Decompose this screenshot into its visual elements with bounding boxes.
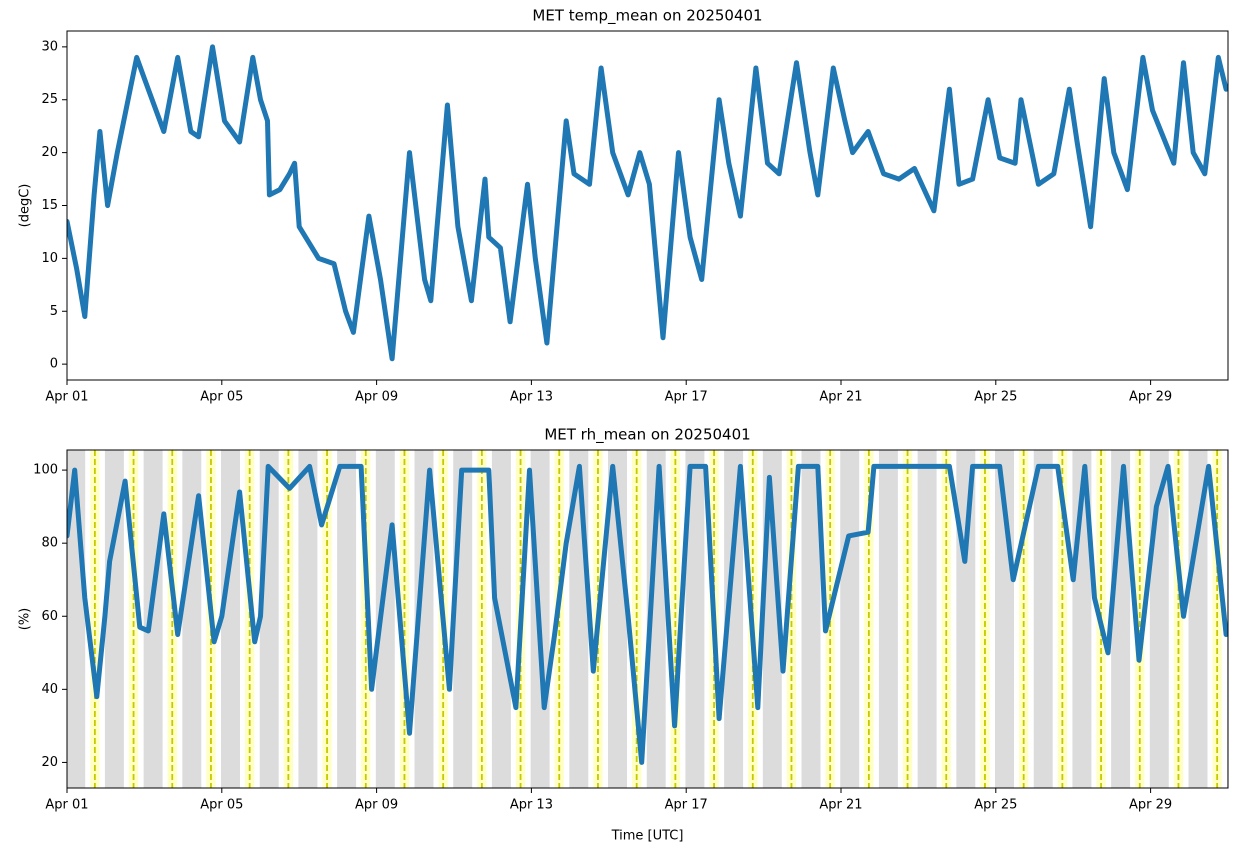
day-band: [670, 450, 681, 788]
plot-area: [67, 44, 1228, 362]
night-band: [337, 450, 357, 788]
night-band: [182, 450, 202, 788]
axes-frame: [66, 30, 1229, 381]
day-band: [864, 450, 874, 788]
y-axis-label: (%): [18, 608, 33, 631]
data-line: [67, 463, 1228, 765]
y-tick-label: 100: [33, 463, 58, 478]
axes-frame: [66, 449, 1229, 789]
x-tick-label: Apr 13: [510, 390, 553, 405]
y-tick-label: 0: [50, 357, 58, 372]
y-tick-label: 40: [41, 682, 58, 697]
x-tick-label: Apr 01: [45, 798, 88, 813]
y-tick-label: 10: [41, 251, 58, 266]
day-band: [399, 450, 410, 788]
day-band: [1212, 450, 1222, 788]
plot-area: [67, 450, 1228, 788]
night-band: [840, 450, 860, 788]
y-tick-label: 20: [41, 755, 58, 770]
x-tick-label: Apr 05: [200, 390, 243, 405]
day-band: [1057, 450, 1068, 788]
y-tick-label: 80: [41, 536, 58, 551]
night-band: [1227, 450, 1228, 788]
night-band: [724, 450, 744, 788]
night-band: [298, 450, 318, 788]
y-axis-label: (degC): [18, 184, 33, 228]
night-band: [917, 450, 937, 788]
night-band: [1188, 450, 1208, 788]
night-band: [801, 450, 821, 788]
night-band: [259, 450, 279, 788]
x-tick-label: Apr 01: [45, 390, 88, 405]
y-tick-label: 30: [41, 39, 58, 54]
day-band: [632, 450, 642, 788]
data-line: [67, 44, 1228, 362]
chart-title: MET temp_mean on 20250401: [532, 7, 762, 26]
night-band: [104, 450, 124, 788]
day-band: [980, 450, 990, 788]
x-tick-label: Apr 05: [200, 798, 243, 813]
x-tick-label: Apr 29: [1129, 390, 1172, 405]
y-tick-label: 25: [41, 92, 58, 107]
day-band: [786, 450, 797, 788]
day-band: [1019, 450, 1029, 788]
day-band: [902, 450, 913, 788]
day-band: [941, 450, 951, 788]
day-band: [361, 450, 371, 788]
x-tick-label: Apr 21: [819, 390, 862, 405]
day-band: [1173, 450, 1184, 788]
day-band: [90, 450, 100, 788]
x-tick-label: Apr 09: [355, 390, 398, 405]
day-band: [554, 450, 564, 788]
night-band: [878, 450, 898, 788]
x-tick-label: Apr 17: [665, 390, 708, 405]
day-band: [477, 450, 487, 788]
day-band: [283, 450, 294, 788]
subplot: Apr 01 Apr 05 Apr 09 Apr 13 Apr 17 Apr 21 Apr …: [18, 426, 1229, 844]
day-band: [128, 450, 139, 788]
x-tick-label: Apr 29: [1129, 798, 1172, 813]
y-tick-label: 5: [50, 304, 58, 319]
x-tick-label: Apr 09: [355, 798, 398, 813]
x-tick-label: Apr 25: [974, 798, 1017, 813]
night-band: [491, 450, 511, 788]
subplot: Apr 01 Apr 05 Apr 09 Apr 13 Apr 17 Apr 21 Apr …: [18, 7, 1229, 405]
y-tick-label: 20: [41, 145, 58, 160]
night-band: [685, 450, 705, 788]
day-band: [1135, 450, 1145, 788]
night-band: [608, 450, 627, 788]
day-band: [167, 450, 177, 788]
x-tick-label: Apr 21: [819, 798, 862, 813]
y-tick-label: 15: [41, 198, 58, 213]
day-band: [322, 450, 332, 788]
x-tick-label: Apr 13: [510, 798, 553, 813]
y-tick-label: 60: [41, 609, 58, 624]
night-band: [1033, 450, 1053, 788]
x-tick-label: Apr 25: [974, 390, 1017, 405]
night-band: [453, 450, 473, 788]
night-band: [956, 450, 976, 788]
chart-title: MET rh_mean on 20250401: [544, 426, 750, 445]
night-band: [414, 450, 434, 788]
x-axis-label: Time [UTC]: [611, 829, 684, 844]
day-band: [245, 450, 255, 788]
x-tick-label: Apr 17: [665, 798, 708, 813]
night-band: [143, 450, 163, 788]
